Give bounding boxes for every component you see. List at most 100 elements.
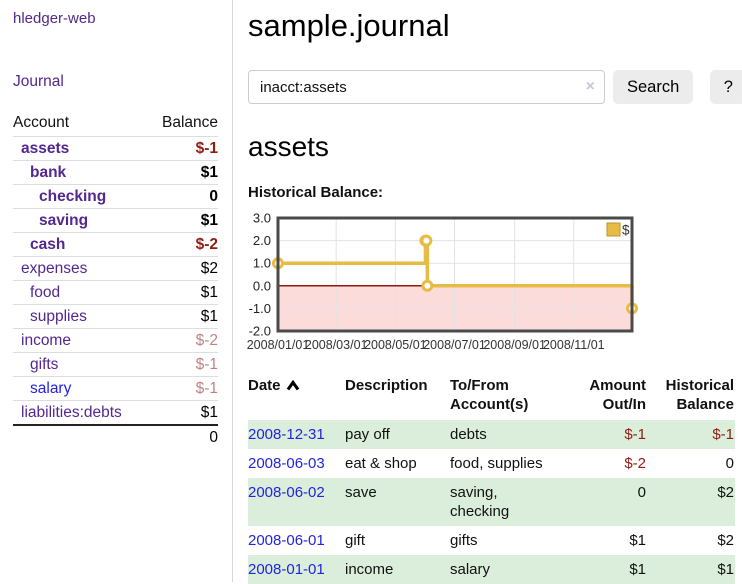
nav-journal: Journal <box>13 73 218 91</box>
register-row: 2008-01-01 income salary $1 $1 <box>248 555 735 584</box>
svg-text:1.0: 1.0 <box>253 256 271 271</box>
account-row-checking: checking 0 <box>13 184 218 209</box>
transaction-amount: $1 <box>629 561 646 578</box>
account-row-liabilities-debts: liabilities:debts $1 <box>13 400 218 426</box>
chart-section-label: Historical Balance: <box>248 184 384 201</box>
accounts-header-balance: Balance <box>161 114 218 131</box>
search-input[interactable] <box>248 70 605 104</box>
svg-text:0.0: 0.0 <box>253 278 271 293</box>
account-row-assets: assets $-1 <box>13 136 218 161</box>
register-row: 2008-06-01 gift gifts $1 $2 <box>248 526 735 555</box>
account-balance-liabilities-debts: $1 <box>200 403 218 421</box>
account-balance-expenses: $2 <box>200 259 218 277</box>
accounts-total-value: 0 <box>209 429 218 446</box>
transaction-date-link[interactable]: 2008-06-01 <box>248 532 325 549</box>
transaction-accounts: salary <box>450 561 491 578</box>
svg-text:-1.0: -1.0 <box>249 301 271 316</box>
register-row: 2008-06-02 save saving, checking 0 $2 <box>248 478 735 526</box>
account-row-expenses: expenses $2 <box>13 256 218 281</box>
app-title-link[interactable]: hledger-web <box>13 10 96 27</box>
account-link-bank[interactable]: bank <box>30 163 67 181</box>
accounts-header-account: Account <box>13 114 70 131</box>
search-form: × Search ? <box>248 70 742 104</box>
transaction-description: save <box>345 484 377 501</box>
main-content: sample.journal × Search ? assets Histori… <box>233 0 742 584</box>
accounts-header-row: Account Balance <box>13 112 218 137</box>
chart-canvas: 3.0 2.0 1.0 0.0 -1.0 -2.02008/01/012008/03/01… <box>247 211 638 352</box>
transaction-accounts: debts <box>450 426 487 443</box>
account-balance-saving: $1 <box>200 211 218 229</box>
account-row-income: income $-2 <box>13 328 218 353</box>
account-balance-cash: $-2 <box>195 235 218 253</box>
account-row-saving: saving $1 <box>13 208 218 233</box>
account-balance-supplies: $1 <box>200 307 218 325</box>
transaction-balance: $2 <box>717 484 734 501</box>
register-row: 2008-12-31 pay off debts $-1 $-1 <box>248 420 735 449</box>
page-title: sample.journal <box>248 8 450 43</box>
transaction-description: income <box>345 561 394 578</box>
account-row-salary: salary $-1 <box>13 376 218 401</box>
register-header-row: Date Description To/From Account(s) Amou… <box>248 372 735 420</box>
account-balance-bank: $1 <box>200 163 218 181</box>
account-link-supplies[interactable]: supplies <box>30 307 87 325</box>
account-link-food[interactable]: food <box>30 283 61 301</box>
transaction-date-link[interactable]: 2008-06-03 <box>248 455 325 472</box>
svg-text:2.0: 2.0 <box>253 233 271 248</box>
svg-text:3.0: 3.0 <box>253 211 271 226</box>
account-heading: assets <box>248 131 329 162</box>
account-balance-assets: $-1 <box>195 139 218 157</box>
account-link-assets[interactable]: assets <box>21 139 70 157</box>
transaction-description: eat & shop <box>345 455 417 472</box>
account-link-cash[interactable]: cash <box>30 235 66 253</box>
accounts-table: Account Balance assets $-1 bank $1 check… <box>13 112 218 450</box>
register-header-balance: Historical Balance <box>665 377 734 413</box>
clear-search-icon[interactable]: × <box>585 78 595 95</box>
sort-ascending-icon <box>286 377 300 396</box>
transaction-date-link[interactable]: 2008-12-31 <box>248 426 325 443</box>
account-balance-gifts: $-1 <box>195 355 218 373</box>
register-row: 2008-06-03 eat & shop food, supplies $-2… <box>248 449 735 478</box>
transaction-amount: 0 <box>637 484 646 501</box>
svg-text:$: $ <box>622 223 630 238</box>
account-row-gifts: gifts $-1 <box>13 352 218 377</box>
svg-text:2008/05/01: 2008/05/01 <box>364 338 427 352</box>
svg-text:2008/09/01: 2008/09/01 <box>483 338 546 352</box>
account-link-expenses[interactable]: expenses <box>21 259 88 277</box>
account-row-food: food $1 <box>13 280 218 305</box>
account-balance-income: $-2 <box>195 331 218 349</box>
svg-text:2008/11/01: 2008/11/01 <box>543 338 605 352</box>
search-button[interactable]: Search <box>613 70 694 104</box>
transaction-balance: $1 <box>717 561 734 578</box>
transaction-balance: $2 <box>717 532 734 549</box>
account-balance-food: $1 <box>200 283 218 301</box>
transaction-description: pay off <box>345 426 390 443</box>
account-link-gifts[interactable]: gifts <box>30 355 59 373</box>
historical-balance-chart: 3.0 2.0 1.0 0.0 -1.0 -2.0 2008/01/01 2008/03/01… <box>247 210 742 358</box>
transaction-accounts: food, supplies <box>450 455 543 472</box>
svg-text:2008/07/01: 2008/07/01 <box>423 338 486 352</box>
svg-text:-2.0: -2.0 <box>249 324 271 339</box>
register-header-accounts: To/From Account(s) <box>450 377 529 413</box>
account-row-bank: bank $1 <box>13 160 218 185</box>
account-link-saving[interactable]: saving <box>39 211 89 229</box>
account-row-cash: cash $-2 <box>13 232 218 257</box>
transaction-amount: $-2 <box>624 455 646 472</box>
app-title: hledger-web <box>13 10 218 27</box>
help-button[interactable]: ? <box>710 70 742 104</box>
journal-link[interactable]: Journal <box>13 73 64 90</box>
account-link-income[interactable]: income <box>21 331 71 349</box>
transaction-balance: $-1 <box>712 426 734 443</box>
account-balance-checking: 0 <box>209 187 218 205</box>
svg-text:2008/01/01: 2008/01/01 <box>247 338 310 352</box>
transaction-balance: 0 <box>725 455 734 472</box>
account-link-salary[interactable]: salary <box>30 379 72 397</box>
account-balance-salary: $-1 <box>195 379 218 397</box>
account-link-liabilities-debts[interactable]: liabilities:debts <box>21 403 122 421</box>
transaction-date-link[interactable]: 2008-06-02 <box>248 484 325 501</box>
register-header-description: Description <box>345 377 428 394</box>
register-table: Date Description To/From Account(s) Amou… <box>248 372 735 584</box>
account-link-checking[interactable]: checking <box>39 187 107 205</box>
transaction-date-link[interactable]: 2008-01-01 <box>248 561 325 578</box>
account-row-supplies: supplies $1 <box>13 304 218 329</box>
transaction-description: gift <box>345 532 366 549</box>
